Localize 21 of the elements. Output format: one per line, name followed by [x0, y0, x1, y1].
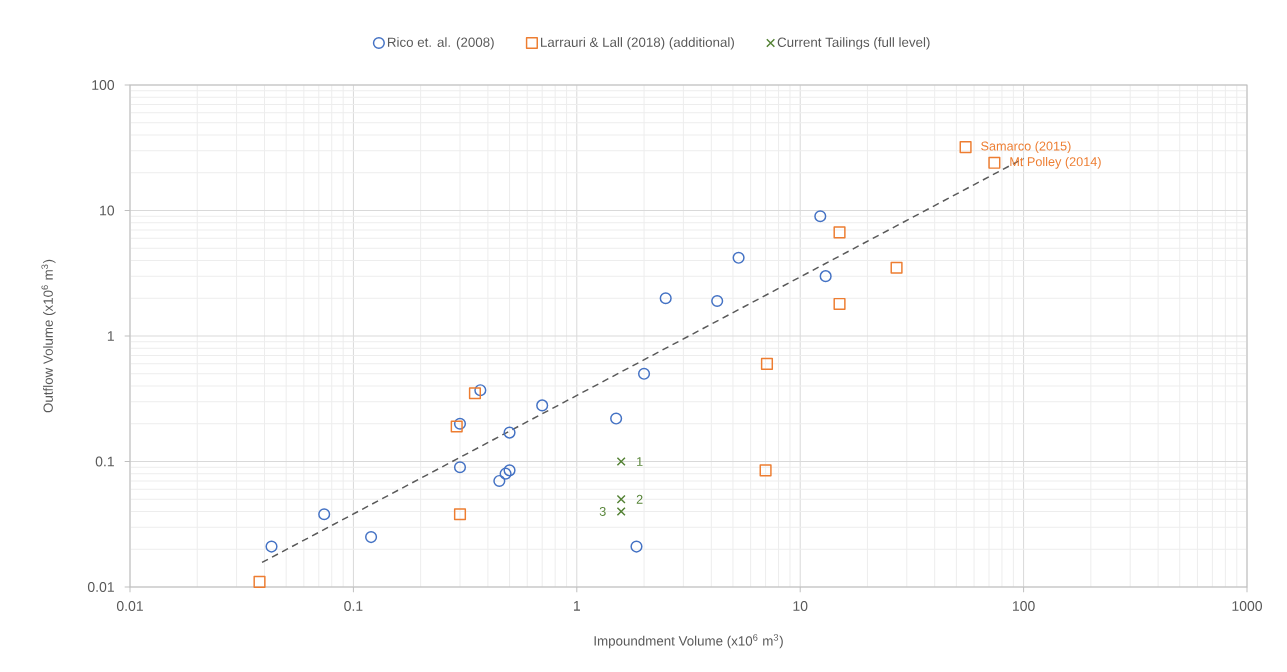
x-axis-title: Impoundment Volume (x10$^{6}$ m$^{3}$) [594, 634, 783, 649]
x-tick-label: 0.01 [116, 601, 143, 611]
y-tick-label: 0.1 [95, 456, 114, 467]
y-tick-label: 0.01 [87, 582, 114, 592]
y-tick-label: 1 [107, 331, 114, 341]
annotation: 1 [637, 457, 643, 466]
legend-label: Larrauri & Lall (2018) (additional) [541, 37, 734, 50]
legend-label: Rico et. al. (2008) [387, 37, 494, 50]
legend-label: Current Tailings (full level) [777, 37, 930, 50]
x-tick-label: 1000 [1232, 601, 1263, 611]
x-tick-label: 1 [573, 601, 580, 611]
x-tick-label: 0.1 [344, 601, 363, 611]
x-tick-label: 100 [1012, 601, 1035, 611]
x-tick-label: 10 [793, 601, 808, 611]
y-axis-title: Outflow Volume (x10$^{6}$ m$^{3}$) [41, 259, 56, 413]
annotation: 2 [636, 494, 643, 504]
y-tick-label: 100 [92, 80, 115, 90]
annotation: Mt Polley (2014) [1010, 156, 1101, 169]
annotation: 3 [599, 506, 606, 516]
y-tick-label: 10 [100, 205, 115, 216]
annotation: Samarco (2015) [981, 141, 1071, 154]
